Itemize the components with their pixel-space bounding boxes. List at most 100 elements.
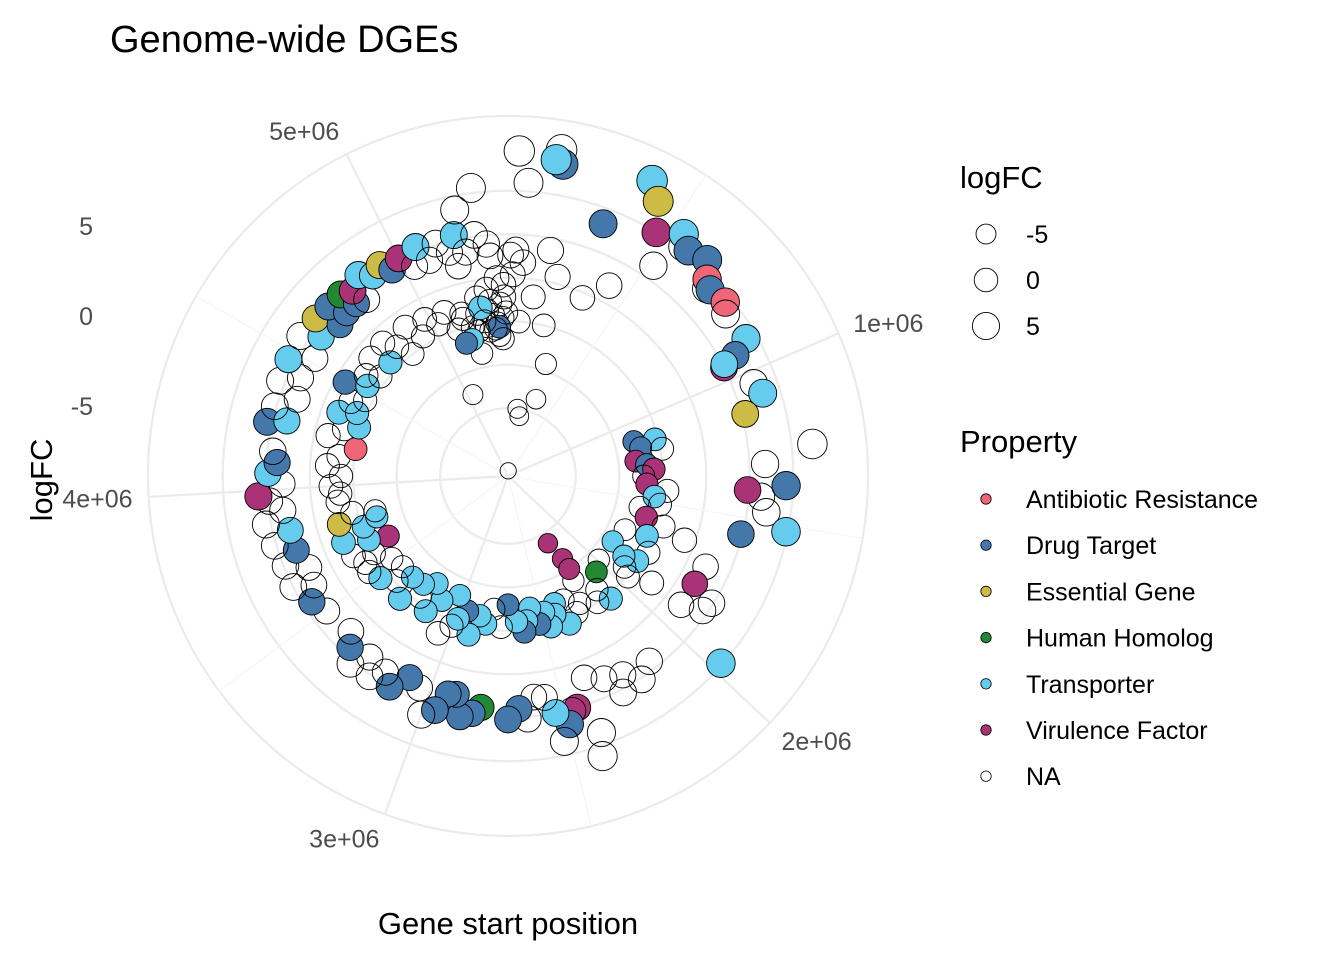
data-point bbox=[421, 696, 449, 724]
major-spoke bbox=[507, 475, 771, 724]
color-legend-key bbox=[980, 724, 992, 736]
x-tick-label: 1e+06 bbox=[853, 310, 923, 338]
data-point bbox=[392, 314, 418, 340]
data-point bbox=[370, 330, 396, 356]
data-point bbox=[771, 471, 801, 501]
data-point bbox=[251, 510, 280, 539]
outer-grid-ring bbox=[146, 114, 870, 838]
data-point bbox=[534, 352, 557, 376]
major-spoke bbox=[345, 153, 509, 477]
data-point bbox=[325, 489, 351, 515]
data-point bbox=[440, 195, 470, 225]
data-point bbox=[549, 726, 579, 756]
y-tick-labels: -5 0 5 bbox=[71, 213, 93, 421]
data-point bbox=[612, 555, 637, 579]
data-point bbox=[733, 476, 762, 504]
color-legend-key bbox=[980, 539, 992, 551]
data-point bbox=[648, 492, 672, 517]
data-point bbox=[439, 613, 464, 638]
data-point bbox=[401, 233, 430, 261]
data-point bbox=[337, 617, 365, 645]
data-point bbox=[570, 664, 598, 692]
data-point bbox=[445, 252, 472, 280]
data-point bbox=[446, 606, 470, 631]
data-point bbox=[371, 658, 399, 686]
x-tick-labels: 1e+06 2e+06 3e+06 4e+06 5e+06 bbox=[62, 118, 923, 854]
data-point bbox=[387, 586, 413, 611]
x-tick-label: 3e+06 bbox=[309, 826, 379, 854]
data-point bbox=[681, 570, 709, 598]
data-point bbox=[336, 633, 364, 662]
color-legend-label: Antibiotic Resistance bbox=[1026, 486, 1258, 514]
data-point bbox=[315, 423, 341, 449]
data-point bbox=[400, 565, 425, 589]
data-point bbox=[525, 388, 547, 410]
chart-title: Genome-wide DGEs bbox=[110, 19, 458, 61]
data-point bbox=[454, 331, 479, 355]
color-legend-key bbox=[980, 585, 992, 598]
data-point bbox=[455, 172, 486, 203]
data-point bbox=[595, 272, 623, 299]
data-point bbox=[531, 313, 556, 338]
data-point bbox=[509, 406, 530, 427]
data-point bbox=[613, 518, 637, 542]
data-point bbox=[452, 238, 480, 266]
data-point bbox=[413, 599, 438, 624]
y-axis-title: logFC bbox=[24, 439, 59, 522]
data-point bbox=[748, 378, 778, 408]
data-point bbox=[326, 512, 352, 537]
color-legend-label: Human Homolog bbox=[1026, 625, 1214, 653]
color-legend-label: Transporter bbox=[1026, 671, 1154, 699]
data-point bbox=[541, 699, 570, 727]
data-point bbox=[513, 167, 544, 198]
data-point bbox=[477, 288, 502, 314]
size-legend-label: 5 bbox=[1026, 313, 1040, 341]
data-point bbox=[710, 287, 740, 317]
data-point bbox=[332, 369, 358, 395]
data-point bbox=[355, 373, 380, 399]
data-point bbox=[298, 588, 326, 616]
color-legend-key bbox=[980, 631, 992, 644]
major-grid-ring bbox=[308, 276, 708, 676]
data-point bbox=[363, 499, 387, 523]
size-legend-label: -5 bbox=[1026, 221, 1048, 249]
data-point bbox=[752, 498, 781, 527]
data-point bbox=[750, 449, 780, 479]
size-legend-key bbox=[975, 223, 997, 245]
data-point bbox=[627, 665, 656, 694]
data-point bbox=[706, 648, 736, 678]
data-point bbox=[376, 524, 400, 548]
data-point bbox=[520, 284, 546, 310]
data-point bbox=[431, 300, 457, 325]
size-legend-title: logFC bbox=[960, 160, 1043, 195]
data-point bbox=[450, 306, 475, 331]
data-point bbox=[497, 241, 524, 269]
data-point bbox=[540, 144, 572, 176]
data-point bbox=[585, 590, 610, 615]
data-point bbox=[300, 571, 328, 599]
data-point bbox=[353, 363, 379, 388]
data-point bbox=[260, 531, 289, 560]
data-point bbox=[503, 135, 535, 167]
data-point bbox=[410, 324, 436, 349]
x-axis-title: Gene start position bbox=[378, 906, 638, 941]
data-point bbox=[650, 436, 675, 461]
data-point bbox=[328, 463, 354, 489]
x-tick-label: 4e+06 bbox=[62, 485, 132, 513]
data-point bbox=[586, 718, 616, 748]
y-tick-label: 5 bbox=[79, 213, 93, 241]
data-point bbox=[378, 350, 403, 375]
data-point bbox=[642, 185, 674, 217]
data-point bbox=[590, 665, 618, 693]
data-point bbox=[439, 221, 468, 250]
data-point bbox=[415, 246, 444, 274]
data-point bbox=[490, 271, 517, 298]
data-point bbox=[639, 251, 668, 280]
color-legend-title: Property bbox=[960, 424, 1078, 459]
data-point bbox=[259, 437, 287, 466]
data-point bbox=[491, 327, 515, 351]
data-point bbox=[667, 591, 695, 619]
data-point bbox=[345, 400, 370, 426]
data-point bbox=[494, 705, 522, 734]
size-legend: logFC -5 0 5 bbox=[960, 160, 1048, 341]
